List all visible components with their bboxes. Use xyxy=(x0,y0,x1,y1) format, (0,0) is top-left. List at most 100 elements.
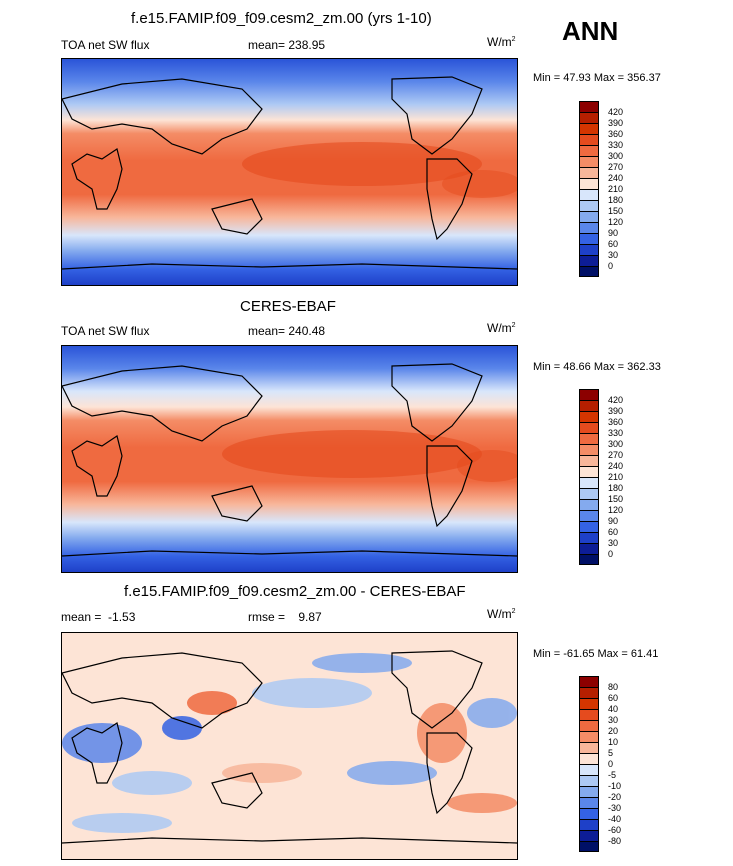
colorbar-swatch xyxy=(579,444,599,455)
colorbar-tick-label: 420 xyxy=(608,107,624,117)
colorbar-swatch xyxy=(579,841,599,852)
season-label: ANN xyxy=(562,16,619,46)
panel-3-map-svg xyxy=(62,633,517,859)
colorbar-swatch xyxy=(579,775,599,786)
colorbar-swatch xyxy=(579,145,599,156)
panel-1-minmax: Min = 47.93 Max = 356.37 xyxy=(533,72,661,84)
panel-3-mean: mean = -1.53 xyxy=(61,610,136,624)
colorbar-swatch xyxy=(579,731,599,742)
colorbar-swatch xyxy=(579,123,599,134)
colorbar-tick-label: 30 xyxy=(608,250,619,260)
colorbar-swatch xyxy=(579,455,599,466)
panel-3-minmax: Min = -61.65 Max = 61.41 xyxy=(533,648,659,660)
colorbar-swatch xyxy=(579,676,599,687)
colorbar-swatch xyxy=(579,178,599,189)
panel-1-title: f.e15.FAMIP.f09_f09.cesm2_zm.00 (yrs 1-1… xyxy=(131,10,432,27)
colorbar-tick-label: 390 xyxy=(608,118,624,128)
colorbar-tick-label: -80 xyxy=(608,836,622,846)
colorbar-swatch xyxy=(579,698,599,709)
colorbar-tick-label: 240 xyxy=(608,461,624,471)
colorbar-swatch xyxy=(579,200,599,211)
colorbar-tick-label: 210 xyxy=(608,184,624,194)
colorbar-tick-label: 0 xyxy=(608,549,614,559)
panel-3-title: f.e15.FAMIP.f09_f09.cesm2_zm.00 - CERES-… xyxy=(124,583,466,600)
colorbar-swatch xyxy=(579,830,599,841)
colorbar-tick-label: 40 xyxy=(608,704,619,714)
colorbar-swatch xyxy=(579,687,599,698)
colorbar-tick-label: 120 xyxy=(608,505,624,515)
colorbar-swatch xyxy=(579,808,599,819)
colorbar-tick-label: 0 xyxy=(608,261,614,271)
panel-1-coastlines xyxy=(62,76,517,270)
colorbar-swatch xyxy=(579,720,599,731)
colorbar-tick-label: 240 xyxy=(608,173,624,183)
colorbar-swatch xyxy=(579,786,599,797)
colorbar-swatch xyxy=(579,543,599,554)
colorbar-tick-label: 330 xyxy=(608,140,624,150)
colorbar-tick-label: 390 xyxy=(608,406,624,416)
panel-3-units: W/m2 xyxy=(487,607,516,621)
colorbar-swatch xyxy=(579,211,599,222)
colorbar-swatch xyxy=(579,233,599,244)
colorbar-swatch xyxy=(579,255,599,266)
colorbar-tick-label: -20 xyxy=(608,792,622,802)
colorbar-tick-label: 0 xyxy=(608,759,614,769)
colorbar-swatch xyxy=(579,532,599,543)
colorbar-swatch xyxy=(579,167,599,178)
colorbar-swatch xyxy=(579,422,599,433)
colorbar-swatch xyxy=(579,819,599,830)
colorbar-swatch xyxy=(579,411,599,422)
panel-2-title: CERES-EBAF xyxy=(240,298,336,315)
colorbar-tick-label: 210 xyxy=(608,472,624,482)
colorbar-tick-label: 360 xyxy=(608,417,624,427)
colorbar-tick-label: 270 xyxy=(608,162,624,172)
colorbar-tick-label: 60 xyxy=(608,239,619,249)
colorbar-tick-label: -40 xyxy=(608,814,622,824)
colorbar-swatch xyxy=(579,488,599,499)
colorbar-swatch xyxy=(579,389,599,400)
colorbar-swatch xyxy=(579,477,599,488)
panel-3-coastlines xyxy=(62,650,517,844)
panel-2-coastlines xyxy=(62,363,517,557)
colorbar-tick-label: 150 xyxy=(608,206,624,216)
panel-2-variable: TOA net SW flux xyxy=(61,324,150,338)
colorbar-swatch xyxy=(579,433,599,444)
colorbar-swatch xyxy=(579,742,599,753)
colorbar-swatch xyxy=(579,222,599,233)
panel-2-colorbar xyxy=(579,389,599,565)
colorbar-tick-label: 120 xyxy=(608,217,624,227)
panel-2-mean: mean= 240.48 xyxy=(248,324,326,338)
colorbar-tick-label: 180 xyxy=(608,483,624,493)
colorbar-tick-label: -60 xyxy=(608,825,622,835)
panel-2-map-svg xyxy=(62,346,517,572)
colorbar-tick-label: 270 xyxy=(608,450,624,460)
panel-3-rmse: rmse = 9.87 xyxy=(248,610,322,624)
colorbar-swatch xyxy=(579,499,599,510)
colorbar-swatch xyxy=(579,156,599,167)
colorbar-swatch xyxy=(579,266,599,277)
colorbar-swatch xyxy=(579,244,599,255)
colorbar-swatch xyxy=(579,554,599,565)
colorbar-tick-label: 60 xyxy=(608,527,619,537)
colorbar-tick-label: 360 xyxy=(608,129,624,139)
panel-1-mean: mean= 238.95 xyxy=(248,38,326,52)
panel-2-units: W/m2 xyxy=(487,321,516,335)
colorbar-swatch xyxy=(579,764,599,775)
panel-3-colorbar xyxy=(579,676,599,852)
colorbar-tick-label: 300 xyxy=(608,151,624,161)
colorbar-swatch xyxy=(579,709,599,720)
colorbar-tick-label: 180 xyxy=(608,195,624,205)
colorbar-tick-label: 5 xyxy=(608,748,614,758)
panel-1-units: W/m2 xyxy=(487,35,516,49)
colorbar-swatch xyxy=(579,101,599,112)
colorbar-tick-label: 90 xyxy=(608,228,619,238)
colorbar-swatch xyxy=(579,753,599,764)
colorbar-tick-label: 90 xyxy=(608,516,619,526)
colorbar-tick-label: 20 xyxy=(608,726,619,736)
colorbar-swatch xyxy=(579,466,599,477)
colorbar-swatch xyxy=(579,510,599,521)
colorbar-tick-label: -5 xyxy=(608,770,617,780)
colorbar-swatch xyxy=(579,134,599,145)
colorbar-swatch xyxy=(579,400,599,411)
colorbar-tick-label: 60 xyxy=(608,693,619,703)
